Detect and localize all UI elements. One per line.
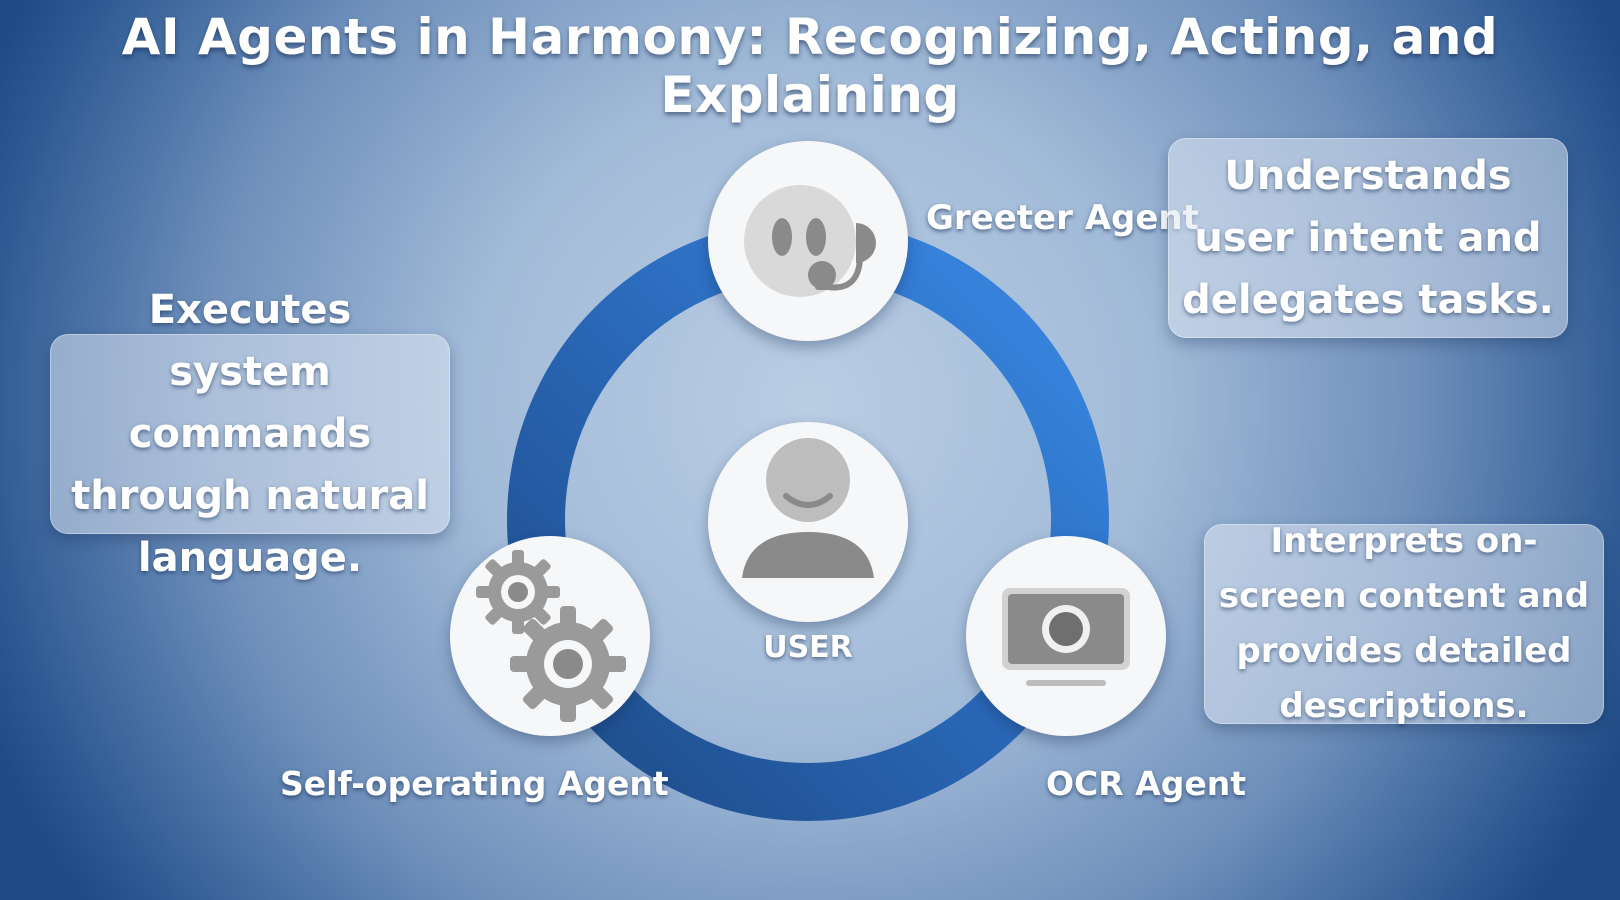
ocr-agent-description: Interprets on-screen content and provide… [1204, 521, 1604, 726]
ocr-agent-node[interactable] [966, 536, 1166, 736]
greeter-agent-node[interactable] [708, 141, 908, 341]
self-operating-agent-label: Self-operating Agent [280, 764, 669, 803]
greeter-agent-description: Understands user intent and delegates ta… [1168, 138, 1568, 338]
user-icon [742, 438, 874, 578]
headset-bot-icon [744, 185, 876, 297]
greeter-agent-label: Greeter Agent [926, 198, 1199, 238]
ocr-description-text: Interprets on-screen content and provide… [1218, 521, 1590, 726]
page-title: AI Agents in Harmony: Recognizing, Actin… [121, 8, 1499, 124]
ocr-agent-label: OCR Agent [1046, 764, 1246, 803]
user-label: USER [763, 630, 853, 665]
gears-icon [476, 550, 626, 722]
greeter-description-text: Understands user intent and delegates ta… [1182, 153, 1554, 323]
self-operating-description-text: Executes system commands through natural… [71, 287, 429, 581]
self-operating-agent-node[interactable] [450, 536, 650, 736]
user-node[interactable] [708, 422, 908, 622]
self-operating-agent-description: Executes system commands through natural… [50, 287, 450, 581]
screen-camera-icon [1002, 588, 1130, 686]
